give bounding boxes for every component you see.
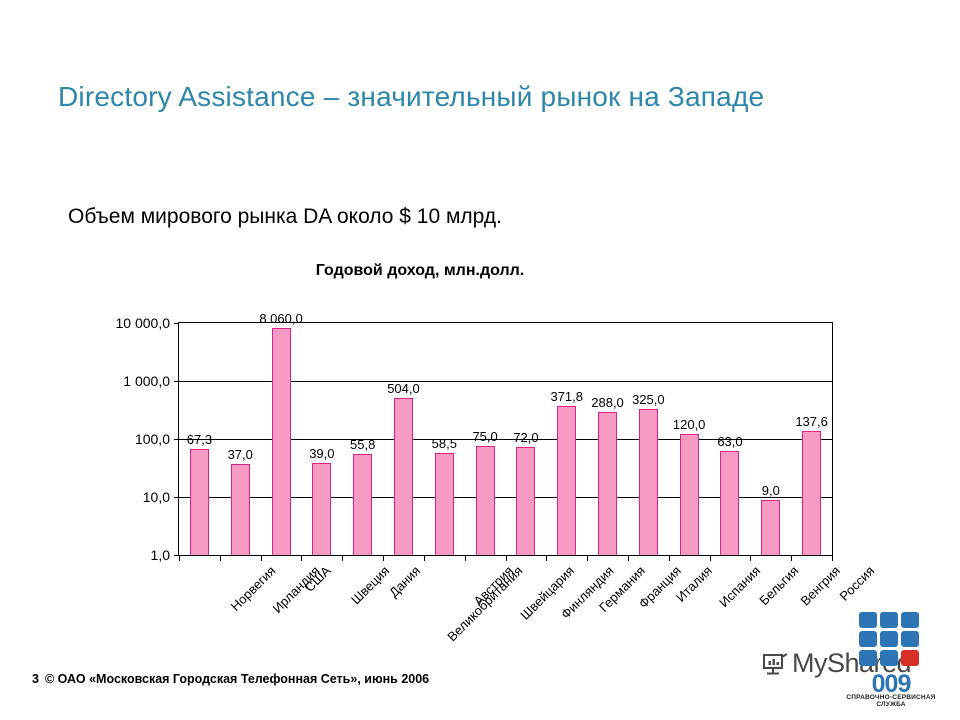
- chart-bar: [761, 499, 781, 555]
- chart-bar: [271, 328, 291, 555]
- chart-bar: [434, 452, 454, 555]
- y-axis-tick: [174, 439, 179, 440]
- y-axis-tick-label: 1 000,0: [123, 373, 170, 389]
- chart-bar: [230, 464, 250, 555]
- logo-caption: СПРАВОЧНО-СЕРВИСНАЯ СЛУЖБА: [846, 694, 936, 708]
- bar-value-label: 55,8: [350, 436, 376, 452]
- chart-bar: [393, 398, 413, 555]
- x-axis-tick: [546, 555, 547, 561]
- chart-gridline: [179, 497, 832, 498]
- logo-grid-icon: [859, 612, 921, 666]
- chart-bar: [802, 430, 822, 555]
- bar-value-label: 288,0: [591, 395, 624, 411]
- chart-gridline: [179, 381, 832, 382]
- chart-plot-area: 1,0 10,0 100,0 1 000,0 10 000,0 67,3 Норвегия 3…: [116, 311, 877, 644]
- x-axis-category-label: Дания: [385, 563, 423, 601]
- x-axis-tick: [424, 555, 425, 561]
- chart-bar: [189, 448, 209, 555]
- y-axis-tick-label: 10,0: [142, 489, 170, 505]
- x-axis-tick: [220, 555, 221, 561]
- x-axis-tick: [383, 555, 384, 561]
- bar-value-label: 72,0: [513, 430, 539, 446]
- bar-value-label: 37,0: [227, 447, 253, 463]
- chart-gridline: [179, 439, 832, 440]
- bar-value-label: 9,0: [761, 482, 780, 498]
- bar-value-label: 137,6: [795, 413, 828, 429]
- bar-value-label: 120,0: [672, 417, 706, 433]
- y-axis-tick: [174, 497, 179, 498]
- chart-bar: [557, 405, 577, 555]
- chart-bar: [312, 462, 332, 555]
- x-axis-category-label: Бельгия: [756, 563, 802, 609]
- company-logo: 009 СПРАВОЧНО-СЕРВИСНАЯ СЛУЖБА: [846, 612, 935, 708]
- chart-title: Годовой доход, млн.долл.: [315, 262, 525, 279]
- presentation-chart-icon: [762, 652, 788, 676]
- y-axis-tick-label: 10 000,0: [115, 315, 171, 331]
- bar-value-label: 39,0: [309, 445, 335, 461]
- x-axis-tick: [465, 555, 466, 561]
- x-axis-tick: [587, 555, 588, 561]
- chart-bar: [475, 446, 495, 555]
- bar-value-label: 75,0: [472, 429, 498, 445]
- chart-container: Годовой доход, млн.долл. 1,0 10,0 100,0 1 0…: [0, 250, 960, 660]
- slide-subtitle: Объем мирового рынка DA около $ 10 млрд.: [68, 205, 502, 228]
- chart-bar: [720, 450, 740, 555]
- x-axis-tick: [669, 555, 670, 561]
- bar-value-label: 325,0: [632, 392, 665, 408]
- logo-number: 009: [871, 670, 912, 698]
- bar-value-label: 58,5: [431, 435, 457, 451]
- bar-value-label: 8 060,0: [259, 311, 303, 327]
- x-axis-tick: [628, 555, 629, 561]
- x-axis-tick: [261, 555, 262, 561]
- x-axis-tick: [710, 555, 711, 561]
- chart-bar: [598, 412, 618, 555]
- y-axis-tick-label: 100,0: [134, 431, 170, 447]
- y-axis-tick: [174, 381, 179, 382]
- y-axis-tick-label: 1,0: [150, 547, 170, 563]
- slide-footer: 3 © ОАО «Московская Городская Телефонная …: [32, 672, 429, 686]
- x-axis-tick: [750, 555, 751, 561]
- x-axis-tick: [342, 555, 343, 561]
- chart-bar: [679, 434, 699, 555]
- x-axis-tick: [506, 555, 507, 561]
- chart-bar: [516, 447, 536, 555]
- y-axis-tick: [174, 323, 179, 324]
- chart-bar: [353, 453, 373, 555]
- x-axis-category-label: Россия: [836, 563, 877, 604]
- bar-value-label: 504,0: [387, 381, 420, 397]
- bar-value-label: 63,0: [717, 433, 743, 449]
- x-axis-tick: [301, 555, 302, 561]
- x-axis-category-label: Испания: [716, 563, 764, 611]
- bar-value-label: 67,3: [186, 431, 213, 447]
- page-title: Directory Assistance – значительный рыно…: [58, 81, 765, 112]
- x-axis-tick: [791, 555, 792, 561]
- bar-value-label: 371,8: [550, 388, 583, 404]
- x-axis-category-label: Швеция: [347, 563, 393, 608]
- page-number: 3: [32, 672, 39, 686]
- x-axis-tick: [832, 555, 833, 561]
- x-axis-tick: [179, 555, 180, 561]
- chart-bar: [638, 409, 658, 555]
- copyright-text: © ОАО «Московская Городская Телефонная С…: [44, 672, 430, 686]
- x-axis-category-label: Венгрия: [797, 563, 843, 609]
- y-axis-tick: [174, 555, 179, 556]
